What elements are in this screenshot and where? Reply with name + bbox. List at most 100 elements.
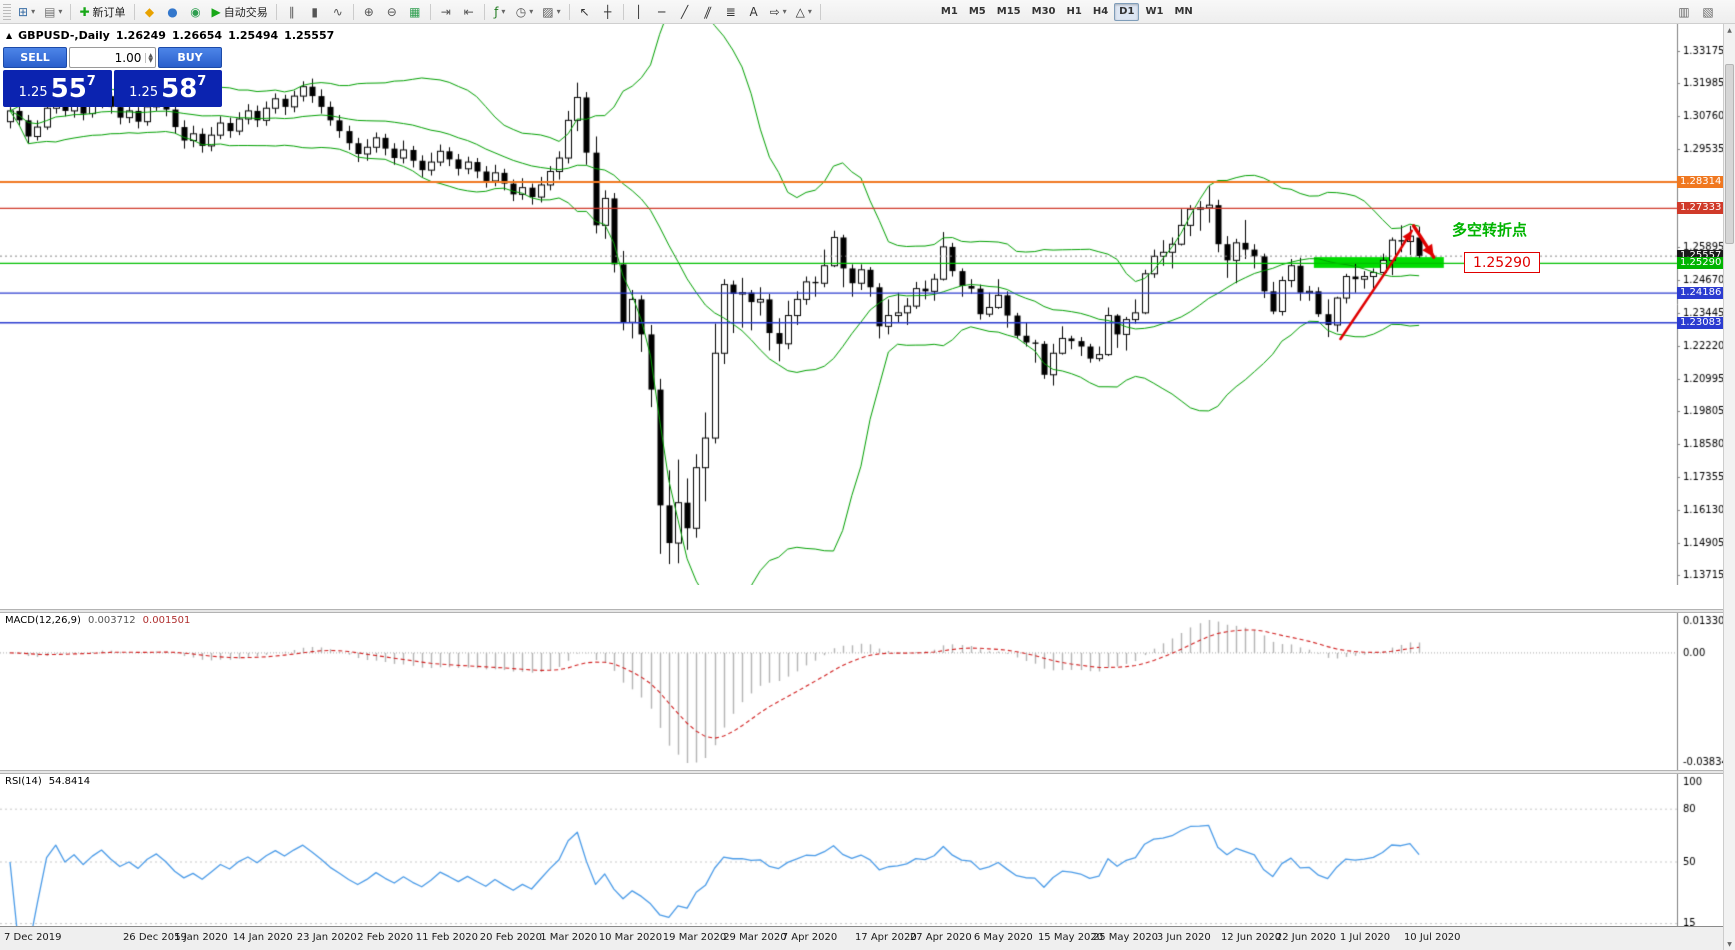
date-label: 26 Dec 2019 bbox=[122, 932, 187, 943]
rsi-pane-splitter[interactable] bbox=[0, 770, 1723, 774]
toolbar-separator bbox=[70, 3, 72, 20]
profiles-icon[interactable]: ▤ ▾ bbox=[40, 2, 66, 22]
tile-windows-icon[interactable]: ▦ bbox=[404, 2, 426, 22]
toolbar: ⊞ ▾ ▤ ▾ ✚ 新订单 ◆ ● ◉ ▶ 自动交易 ∥ ▮ ∿ ⊕ ⊖ ▦ ⇥ ⇤ ƒ ▾ ◷ ▾ ▨ ▾ ↖ ┼ │ ─ ╱ ∥ ≣ A ⇨ ▾… bbox=[0, 0, 1735, 24]
scroll-down-arrow-icon[interactable]: ▼ bbox=[1727, 940, 1732, 948]
channel-icon[interactable]: ∥ bbox=[697, 2, 719, 22]
volume-input[interactable]: 1.00 ▲ ▼ bbox=[69, 47, 156, 68]
shapes-icon[interactable]: △ ▾ bbox=[792, 2, 816, 22]
zoom-in-icon: ⊕ bbox=[363, 4, 374, 19]
close-value: 1.25557 bbox=[284, 29, 335, 42]
templates-icon[interactable]: ▨ ▾ bbox=[538, 2, 564, 22]
text-icon: A bbox=[749, 4, 758, 19]
time-axis[interactable]: 7 Dec 2019 26 Dec 2019 5 Jan 2020 14 Jan 20… bbox=[0, 926, 1723, 950]
date-label: 27 Apr 2020 bbox=[909, 932, 972, 943]
toolbar-separator bbox=[133, 3, 135, 20]
date-label: 25 May 2020 bbox=[1092, 932, 1159, 943]
date-label: 17 Apr 2020 bbox=[854, 932, 917, 943]
indicators-icon[interactable]: ƒ ▾ bbox=[489, 2, 511, 22]
buy-price-big: 58 bbox=[161, 73, 198, 104]
candlestick-chart-icon[interactable]: ▮ bbox=[304, 2, 326, 22]
line-chart-icon[interactable]: ∿ bbox=[327, 2, 349, 22]
rsi-canvas[interactable] bbox=[0, 774, 1723, 950]
market-icon[interactable]: ◆ bbox=[139, 2, 161, 22]
new-order-button[interactable]: ✚ 新订单 bbox=[75, 2, 129, 22]
date-label: 6 May 2020 bbox=[973, 932, 1033, 943]
date-label: 23 Jan 2020 bbox=[296, 932, 357, 943]
channel-icon: ∥ bbox=[701, 4, 714, 19]
sell-price-button[interactable]: 1.25 55 7 bbox=[3, 70, 112, 107]
sell-button[interactable]: SELL bbox=[3, 47, 67, 68]
docking-icon[interactable]: ▥ bbox=[1673, 2, 1695, 22]
zoom-in-icon[interactable]: ⊕ bbox=[358, 2, 380, 22]
date-label: 10 Jul 2020 bbox=[1403, 932, 1461, 943]
trendline-icon[interactable]: ╱ bbox=[674, 2, 696, 22]
chart-ohlc-header: ▲ GBPUSD-,Daily 1.26249 1.26654 1.25494 … bbox=[6, 29, 334, 42]
scroll-up-arrow-icon[interactable]: ▲ bbox=[1727, 26, 1732, 34]
dropdown-caret-icon[interactable]: ▾ bbox=[58, 7, 63, 16]
main-chart-canvas[interactable] bbox=[0, 24, 1723, 585]
scrollbar-thumb[interactable] bbox=[1725, 64, 1734, 244]
timeframe-button-m15[interactable]: M15 bbox=[996, 6, 1021, 17]
dropdown-caret-icon[interactable]: ▾ bbox=[31, 7, 36, 16]
dropdown-caret-icon[interactable]: ▾ bbox=[556, 7, 561, 16]
macd-pane-splitter[interactable] bbox=[0, 609, 1723, 613]
open-value: 1.26249 bbox=[115, 29, 166, 42]
date-label: 19 Mar 2020 bbox=[662, 932, 727, 943]
macd-canvas[interactable] bbox=[0, 613, 1723, 770]
buy-price-sup: 7 bbox=[197, 74, 207, 89]
cursor-icon[interactable]: ↖ bbox=[574, 2, 596, 22]
community-icon: ◉ bbox=[190, 4, 201, 19]
cursor-icon: ↖ bbox=[579, 4, 590, 19]
rsi-title: RSI(14) bbox=[5, 776, 42, 787]
toolbar-left-group: ⊞ ▾ ▤ ▾ ✚ 新订单 ◆ ● ◉ ▶ 自动交易 ∥ ▮ ∿ ⊕ ⊖ ▦ ⇥ ⇤ ƒ ▾ ◷ ▾ ▨ ▾ ↖ ┼ │ ─ ╱ ∥ ≣ A ⇨ ▾… bbox=[3, 2, 824, 22]
toolbar-grip[interactable] bbox=[3, 3, 11, 20]
zoom-out-icon[interactable]: ⊖ bbox=[381, 2, 403, 22]
new-chart-icon[interactable]: ⊞ ▾ bbox=[14, 2, 39, 22]
toolbar-separator bbox=[429, 3, 431, 20]
crosshair-icon[interactable]: ┼ bbox=[597, 2, 619, 22]
vertical-scrollbar[interactable]: ▲ ▼ bbox=[1723, 24, 1735, 950]
price-tag-1.25290: 1.25290 bbox=[1677, 257, 1723, 270]
high-value: 1.26654 bbox=[171, 29, 223, 42]
text-icon[interactable]: A bbox=[743, 2, 765, 22]
autotrade-button[interactable]: ▶ 自动交易 bbox=[208, 2, 272, 22]
auto-scroll-icon[interactable]: ⇥ bbox=[435, 2, 457, 22]
community-icon[interactable]: ◉ bbox=[185, 2, 207, 22]
timeframe-button-h4[interactable]: H4 bbox=[1092, 6, 1109, 17]
news-icon[interactable]: ● bbox=[162, 2, 184, 22]
dropdown-caret-icon[interactable]: ▾ bbox=[807, 7, 812, 16]
profiles-icon: ▤ bbox=[44, 4, 56, 19]
timeframe-button-m1[interactable]: M1 bbox=[940, 6, 958, 17]
timeframe-button-h1[interactable]: H1 bbox=[1066, 6, 1082, 17]
new-chart-icon: ⊞ bbox=[18, 4, 29, 19]
dropdown-caret-icon[interactable]: ▾ bbox=[501, 7, 506, 16]
arrows-icon[interactable]: ⇨ ▾ bbox=[766, 2, 791, 22]
dropdown-caret-icon[interactable]: ▾ bbox=[782, 7, 787, 16]
vertical-line-icon: │ bbox=[634, 4, 643, 19]
timeframe-button-w1[interactable]: W1 bbox=[1145, 6, 1164, 17]
timeframe-button-m30[interactable]: M30 bbox=[1031, 6, 1056, 17]
periods-icon[interactable]: ◷ ▾ bbox=[512, 2, 538, 22]
volume-spinner[interactable]: ▲ ▼ bbox=[145, 51, 153, 64]
buy-button[interactable]: BUY bbox=[158, 47, 222, 68]
spinner-up-icon[interactable]: ▲ bbox=[148, 51, 153, 59]
dropdown-caret-icon[interactable]: ▾ bbox=[529, 7, 534, 16]
autotrade-button-label: 自动交易 bbox=[223, 5, 268, 19]
timeframe-button-m5[interactable]: M5 bbox=[968, 6, 986, 17]
vertical-line-icon[interactable]: │ bbox=[628, 2, 650, 22]
horizontal-line-icon[interactable]: ─ bbox=[651, 2, 673, 22]
low-value: 1.25494 bbox=[228, 29, 279, 42]
toolbox-icon[interactable]: ▧ bbox=[1697, 2, 1719, 22]
date-label: 11 Feb 2020 bbox=[415, 932, 478, 943]
fibonacci-icon[interactable]: ≣ bbox=[720, 2, 742, 22]
chart-shift-icon[interactable]: ⇤ bbox=[458, 2, 480, 22]
buy-price-button[interactable]: 1.25 58 7 bbox=[113, 70, 222, 107]
rsi-value: 54.8414 bbox=[48, 776, 91, 787]
bar-chart-icon[interactable]: ∥ bbox=[281, 2, 303, 22]
spinner-down-icon[interactable]: ▼ bbox=[148, 56, 153, 64]
timeframe-button-d1[interactable]: D1 bbox=[1114, 2, 1140, 21]
collapse-triangle-icon[interactable]: ▲ bbox=[6, 31, 13, 40]
timeframe-button-mn[interactable]: MN bbox=[1174, 6, 1193, 17]
date-label: 29 Mar 2020 bbox=[723, 932, 787, 943]
